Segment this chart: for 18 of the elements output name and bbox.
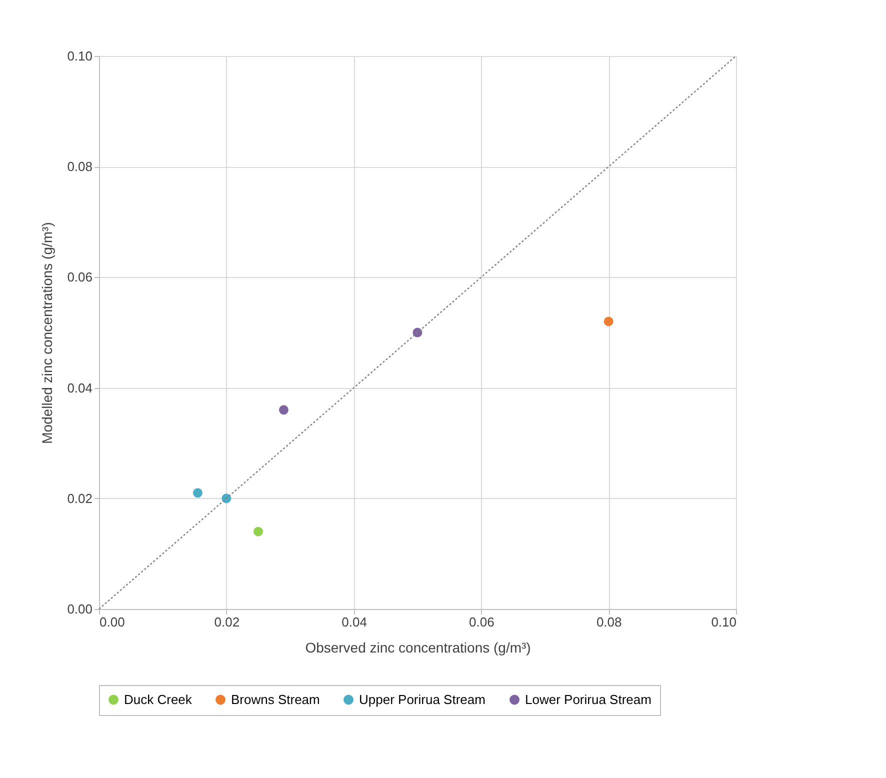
x-tick-label: 0.04 xyxy=(342,614,367,630)
x-tick-label: 0.06 xyxy=(469,614,494,630)
y-tick-label: 0.04 xyxy=(67,380,92,396)
x-axis-title: Observed zinc concentrations (g/m³) xyxy=(305,640,531,656)
legend-label: Duck Creek xyxy=(124,692,192,707)
legend-label: Lower Porirua Stream xyxy=(525,692,652,707)
y-tick-label: 0.02 xyxy=(67,490,92,506)
y-tick-label: 0.10 xyxy=(67,48,92,64)
y-axis-title: Modelled zinc concentrations (g/m³) xyxy=(39,222,56,444)
x-tick-label: 0.02 xyxy=(214,614,240,630)
y-tick-label: 0.00 xyxy=(67,602,92,616)
y-tick-label: 0.08 xyxy=(67,159,92,174)
x-tick-label: 0.08 xyxy=(596,614,622,630)
x-tick-label: 0.00 xyxy=(100,614,125,630)
legend-label: Browns Stream xyxy=(231,692,320,707)
legend-label: Upper Porirua Stream xyxy=(359,692,486,707)
x-tick-label: 0.10 xyxy=(711,614,736,630)
y-tick-label: 0.06 xyxy=(67,270,92,285)
